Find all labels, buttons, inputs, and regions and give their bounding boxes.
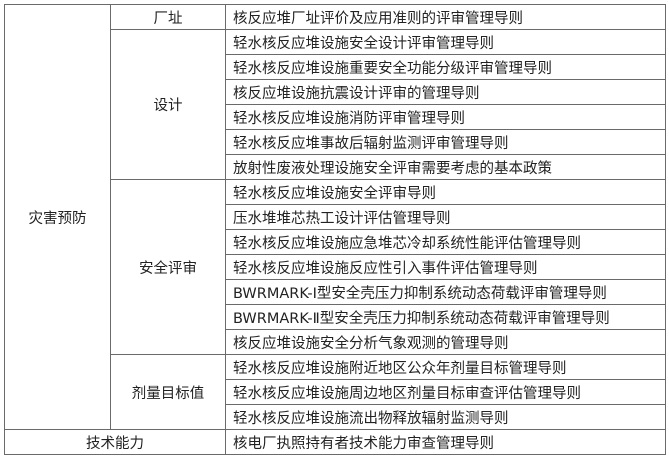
table-row: 核反应堆设施抗震设计评审的管理导则 <box>5 79 666 105</box>
table-row: 灾害预防 厂址 核反应堆厂址评价及应用准则的评审管理导则 <box>4 4 666 430</box>
guideline-cell: 轻水核反应堆设施安全评审导则 <box>225 179 666 205</box>
table-row: 轻水核反应堆设施应急堆芯冷却系统性能评估管理导则 <box>5 229 666 255</box>
table-row: BWRMARK-Ⅱ型安全壳压力抑制系统动态荷载评审管理导则 <box>5 304 666 330</box>
guideline-cell: 轻水核反应堆设施反应性引入事件评估管理导则 <box>225 254 666 280</box>
table-row: 轻水核反应堆事故后辐射监测评审管理导则 <box>5 129 666 155</box>
guideline-cell: 轻水核反应堆设施重要安全功能分级评审管理导则 <box>225 54 666 80</box>
guideline-cell: 轻水核反应堆设施应急堆芯冷却系统性能评估管理导则 <box>225 229 666 255</box>
table-row: 设计 轻水核反应堆设施安全设计评审管理导则 <box>5 29 666 180</box>
table-row: 技术能力 核电厂执照持有者技术能力审查管理导则 <box>4 429 666 455</box>
table-row: 核反应堆设施安全分析气象观测的管理导则 <box>5 329 666 355</box>
category-cell: 技术能力 <box>4 429 226 455</box>
guideline-cell: 轻水核反应堆设施安全设计评审管理导则 <box>225 29 666 55</box>
subcategory-cell: 安全评审 <box>110 179 226 355</box>
guideline-cell: 轻水核反应堆设施消防评审管理导则 <box>225 104 666 130</box>
guidelines-table: 灾害预防 厂址 核反应堆厂址评价及应用准则的评审管理导则 设计 轻水核反应堆设施安全设计… <box>4 4 666 455</box>
guideline-cell: 轻水核反应堆设施周边地区剂量目标审查评估管理导则 <box>225 379 666 405</box>
table-row: 轻水核反应堆设施消防评审管理导则 <box>5 104 666 130</box>
subcategory-cell: 剂量目标值 <box>110 354 226 430</box>
guideline-cell: 核电厂执照持有者技术能力审查管理导则 <box>225 429 666 455</box>
table-row: BWRMARK-Ⅰ型安全壳压力抑制系统动态荷载评审管理导则 <box>5 279 666 305</box>
guideline-cell: BWRMARK-Ⅰ型安全壳压力抑制系统动态荷载评审管理导则 <box>225 279 666 305</box>
guideline-cell: 轻水核反应堆设施附近地区公众年剂量目标管理导则 <box>225 354 666 380</box>
guideline-cell: 轻水核反应堆事故后辐射监测评审管理导则 <box>225 129 666 155</box>
guideline-cell: 核反应堆设施抗震设计评审的管理导则 <box>225 79 666 105</box>
subcategory-cell: 厂址 <box>110 4 226 30</box>
table-row: 安全评审 轻水核反应堆设施安全评审导则 <box>5 179 666 355</box>
table-row: 放射性废液处理设施安全评审需要考虑的基本政策 <box>5 154 666 180</box>
table-row: 轻水核反应堆设施反应性引入事件评估管理导则 <box>5 254 666 280</box>
table-row: 剂量目标值 轻水核反应堆设施附近地区公众年剂量目标管理导则 <box>5 354 666 430</box>
guideline-cell: 轻水核反应堆设施流出物释放辐射监测导则 <box>225 404 666 430</box>
table-row: 压水堆堆芯热工设计评估管理导则 <box>5 204 666 230</box>
guideline-cell: 核反应堆厂址评价及应用准则的评审管理导则 <box>225 4 666 30</box>
guideline-cell: BWRMARK-Ⅱ型安全壳压力抑制系统动态荷载评审管理导则 <box>225 304 666 330</box>
subcategory-cell: 设计 <box>110 29 226 180</box>
guideline-cell: 压水堆堆芯热工设计评估管理导则 <box>225 204 666 230</box>
category-cell: 灾害预防 <box>4 4 111 430</box>
guideline-cell: 核反应堆设施安全分析气象观测的管理导则 <box>225 329 666 355</box>
guideline-cell: 放射性废液处理设施安全评审需要考虑的基本政策 <box>225 154 666 180</box>
